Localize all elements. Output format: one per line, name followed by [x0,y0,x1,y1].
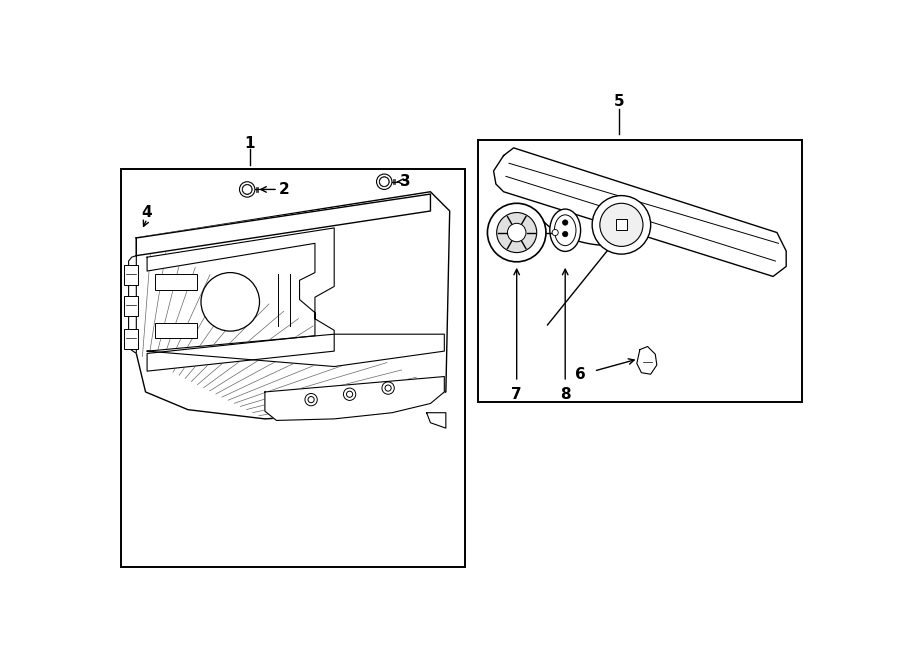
Bar [121,169,465,566]
Text: 1: 1 [244,136,255,151]
Circle shape [305,393,318,406]
Circle shape [382,382,394,394]
Text: 3: 3 [400,175,411,189]
Polygon shape [427,412,446,428]
Polygon shape [637,346,657,374]
Bar [155,274,197,290]
Circle shape [497,213,536,253]
Circle shape [243,185,252,194]
Text: 8: 8 [560,387,571,402]
Circle shape [308,397,314,403]
Polygon shape [136,192,450,419]
Bar [124,329,138,349]
Bar [124,295,138,316]
Circle shape [600,204,643,247]
Polygon shape [147,228,334,371]
Circle shape [488,204,546,262]
Circle shape [592,196,651,254]
Polygon shape [129,256,136,354]
Circle shape [562,231,568,237]
Text: 5: 5 [614,94,625,109]
Circle shape [379,176,390,187]
Text: 4: 4 [142,205,152,220]
Circle shape [385,385,392,391]
Bar [616,219,626,230]
Circle shape [376,174,392,190]
Circle shape [562,220,568,225]
Bar [155,323,197,338]
Polygon shape [265,377,445,420]
Text: 2: 2 [279,182,290,197]
Polygon shape [493,148,787,276]
Circle shape [380,177,389,186]
Polygon shape [147,334,445,367]
Polygon shape [136,194,430,256]
Circle shape [552,229,558,235]
Circle shape [508,223,526,242]
Circle shape [344,388,356,401]
Bar [124,265,138,285]
Circle shape [242,184,252,194]
Circle shape [201,272,259,331]
Bar [478,140,802,402]
Text: 6: 6 [575,367,586,382]
Ellipse shape [554,215,576,246]
Circle shape [346,391,353,397]
Ellipse shape [550,209,580,251]
Circle shape [239,182,255,197]
Text: 7: 7 [511,387,522,402]
